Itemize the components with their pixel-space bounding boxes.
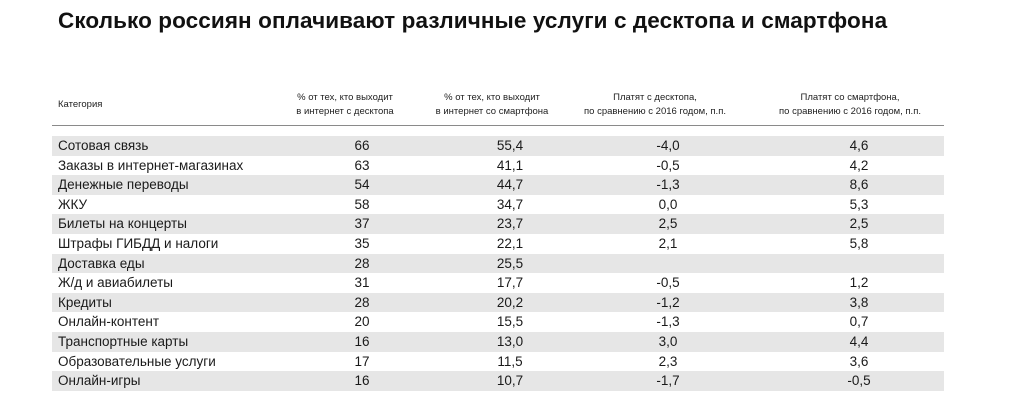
desktop-change-cell: -0,5 <box>656 275 680 291</box>
smartphone-change-cell: 3,6 <box>849 353 869 369</box>
desktop-share-cell: 58 <box>354 196 370 212</box>
table-row: Транспортные карты 16 13,0 3,0 4,4 <box>52 331 944 352</box>
category-cell: Билеты на концерты <box>58 216 187 232</box>
desktop-share-cell: 37 <box>354 216 370 232</box>
smartphone-change-cell: 8,6 <box>849 177 869 193</box>
smartphone-share-cell: 15,5 <box>496 314 524 330</box>
table-row: Кредиты 28 20,2 -1,2 3,8 <box>52 292 944 313</box>
table-row: Ж/д и авиабилеты 31 17,7 -0,5 1,2 <box>52 273 944 293</box>
category-cell: Сотовая связь <box>58 138 149 153</box>
category-cell: Доставка еды <box>58 255 145 271</box>
smartphone-change-cell: 1,2 <box>849 275 869 291</box>
desktop-change-cell: -0,5 <box>656 157 680 173</box>
desktop-change-cell: 2,5 <box>658 216 678 232</box>
smartphone-share-cell: 22,1 <box>496 235 524 251</box>
desktop-share-cell: 20 <box>354 314 370 330</box>
smartphone-change-cell: 4,2 <box>849 157 869 173</box>
category-cell: ЖКУ <box>58 196 88 212</box>
smartphone-share-cell: 20,2 <box>496 294 524 310</box>
desktop-share-cell: 66 <box>354 138 370 153</box>
column-header-smartphone-share-label: % от тех, кто выходит в интернет со смар… <box>435 92 549 117</box>
category-cell: Транспортные карты <box>58 333 189 349</box>
desktop-change-cell: 2,1 <box>658 235 678 251</box>
smartphone-change-cell: 4,4 <box>849 333 869 349</box>
category-cell: Ж/д и авиабилеты <box>58 275 173 291</box>
desktop-change-cell: -1,2 <box>656 294 680 310</box>
desktop-share-cell: 16 <box>354 373 370 389</box>
smartphone-share-cell: 10,7 <box>496 373 524 389</box>
category-cell: Образовательные услуги <box>58 353 216 369</box>
category-cell: Денежные переводы <box>58 177 189 193</box>
table-row: Онлайн-контент 20 15,5 -1,3 0,7 <box>52 312 944 332</box>
table-row: Сотовая связь 66 55,4 -4,0 4,6 <box>52 136 944 156</box>
desktop-share-cell: 63 <box>354 157 370 173</box>
smartphone-change-cell: 2,5 <box>849 216 869 232</box>
table-row: ЖКУ 58 34,7 0,0 5,3 <box>52 195 944 215</box>
table-row: Денежные переводы 54 44,7 -1,3 8,6 <box>52 175 944 195</box>
table-row: Билеты на концерты 37 23,7 2,5 2,5 <box>52 214 944 234</box>
table-row: Доставка еды 28 25,5 <box>52 253 944 274</box>
column-header-desktop-share-label: % от тех, кто выходит в интернет с дескт… <box>296 92 394 117</box>
smartphone-change-cell: 3,8 <box>849 294 869 310</box>
category-cell: Онлайн-контент <box>58 314 160 330</box>
desktop-change-cell: 2,3 <box>658 353 678 369</box>
smartphone-share-cell: 34,7 <box>496 196 524 212</box>
column-header-smartphone-change-label: Платят со смартфона, по сравнению с 2016… <box>779 92 921 117</box>
column-header-category: Категория <box>58 98 102 112</box>
column-header-smartphone-share: % от тех, кто выходит в интернет со смар… <box>402 91 582 119</box>
smartphone-share-cell: 25,5 <box>496 255 524 271</box>
smartphone-change-cell: 5,3 <box>849 196 869 212</box>
desktop-change-cell: -1,3 <box>656 177 680 193</box>
table-row: Образовательные услуги 17 11,5 2,3 3,6 <box>52 352 944 372</box>
column-header-desktop-share: % от тех, кто выходит в интернет с дескт… <box>255 91 435 119</box>
smartphone-share-cell: 41,1 <box>496 157 524 173</box>
desktop-share-cell: 28 <box>354 255 370 271</box>
desktop-share-cell: 16 <box>354 333 370 349</box>
header-divider <box>52 125 944 126</box>
smartphone-change-cell: 4,6 <box>849 138 869 153</box>
desktop-share-cell: 17 <box>354 353 370 369</box>
smartphone-share-cell: 11,5 <box>497 353 523 369</box>
smartphone-share-cell: 17,7 <box>496 275 524 291</box>
smartphone-share-cell: 23,7 <box>496 216 524 232</box>
smartphone-change-cell: 0,7 <box>849 314 869 330</box>
category-cell: Кредиты <box>58 294 112 310</box>
desktop-change-cell: -4,0 <box>656 138 680 153</box>
smartphone-change-cell: -0,5 <box>847 373 871 389</box>
category-cell: Штрафы ГИБДД и налоги <box>58 235 219 251</box>
desktop-change-cell: 3,0 <box>658 333 678 349</box>
chart-title: Сколько россиян оплачивают различные усл… <box>58 8 888 33</box>
column-header-smartphone-change: Платят со смартфона, по сравнению с 2016… <box>760 91 940 119</box>
desktop-change-cell: -1,7 <box>656 373 680 389</box>
table-body: Сотовая связь 66 55,4 -4,0 4,6 Заказы в интер… <box>52 136 944 391</box>
column-header-category-label: Категория <box>58 99 103 110</box>
desktop-change-cell: 0,0 <box>658 196 678 212</box>
desktop-share-cell: 31 <box>354 275 370 291</box>
smartphone-share-cell: 13,0 <box>496 333 524 349</box>
column-header-desktop-change: Платят с десктопа, по сравнению с 2016 г… <box>565 91 745 119</box>
desktop-share-cell: 28 <box>354 294 370 310</box>
table-row: Штрафы ГИБДД и налоги 35 22,1 2,1 5,8 <box>52 234 944 254</box>
category-cell: Онлайн-игры <box>58 373 141 389</box>
desktop-share-cell: 35 <box>354 235 370 251</box>
smartphone-share-cell: 44,7 <box>496 177 524 193</box>
table-row: Онлайн-игры 16 10,7 -1,7 -0,5 <box>52 371 944 391</box>
column-header-desktop-change-label: Платят с десктопа, по сравнению с 2016 г… <box>584 92 726 117</box>
category-cell: Заказы в интернет-магазинах <box>58 157 244 173</box>
desktop-change-cell: -1,3 <box>656 314 680 330</box>
desktop-share-cell: 54 <box>354 177 370 193</box>
table-row: Заказы в интернет-магазинах 63 41,1 -0,5 4,2 <box>52 156 944 176</box>
smartphone-share-cell: 55,4 <box>496 138 524 153</box>
smartphone-change-cell: 5,8 <box>849 235 869 251</box>
